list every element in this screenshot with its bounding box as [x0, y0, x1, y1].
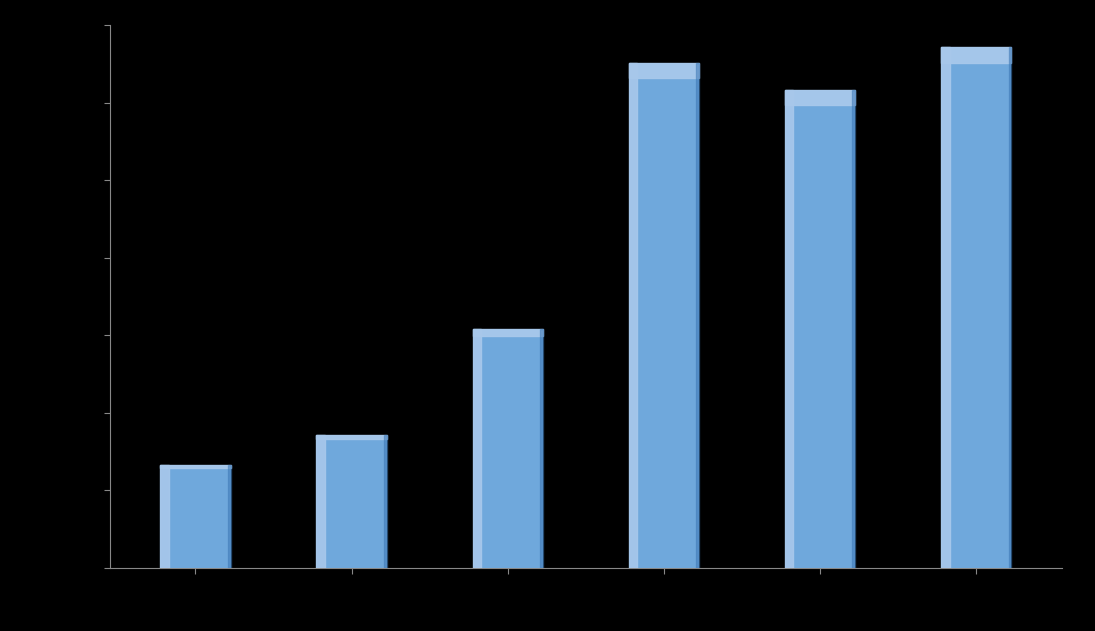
Bar [160, 465, 231, 568]
Bar [696, 63, 699, 568]
Bar [473, 329, 543, 336]
Bar [160, 465, 169, 568]
Bar [941, 47, 1012, 62]
Bar [785, 90, 794, 568]
Bar [941, 47, 1012, 568]
Bar [473, 329, 481, 568]
Bar [316, 435, 387, 568]
Bar [941, 47, 949, 568]
Bar [316, 435, 325, 568]
Bar [228, 465, 231, 568]
Bar [852, 90, 855, 568]
Bar [629, 63, 637, 568]
Bar [316, 435, 387, 439]
Bar [540, 329, 543, 568]
Bar [384, 435, 387, 568]
Bar [160, 465, 231, 468]
Bar [785, 90, 855, 568]
Bar [1008, 47, 1012, 568]
Bar [629, 63, 699, 78]
Bar [785, 90, 855, 105]
Bar [629, 63, 699, 568]
Bar [473, 329, 543, 568]
